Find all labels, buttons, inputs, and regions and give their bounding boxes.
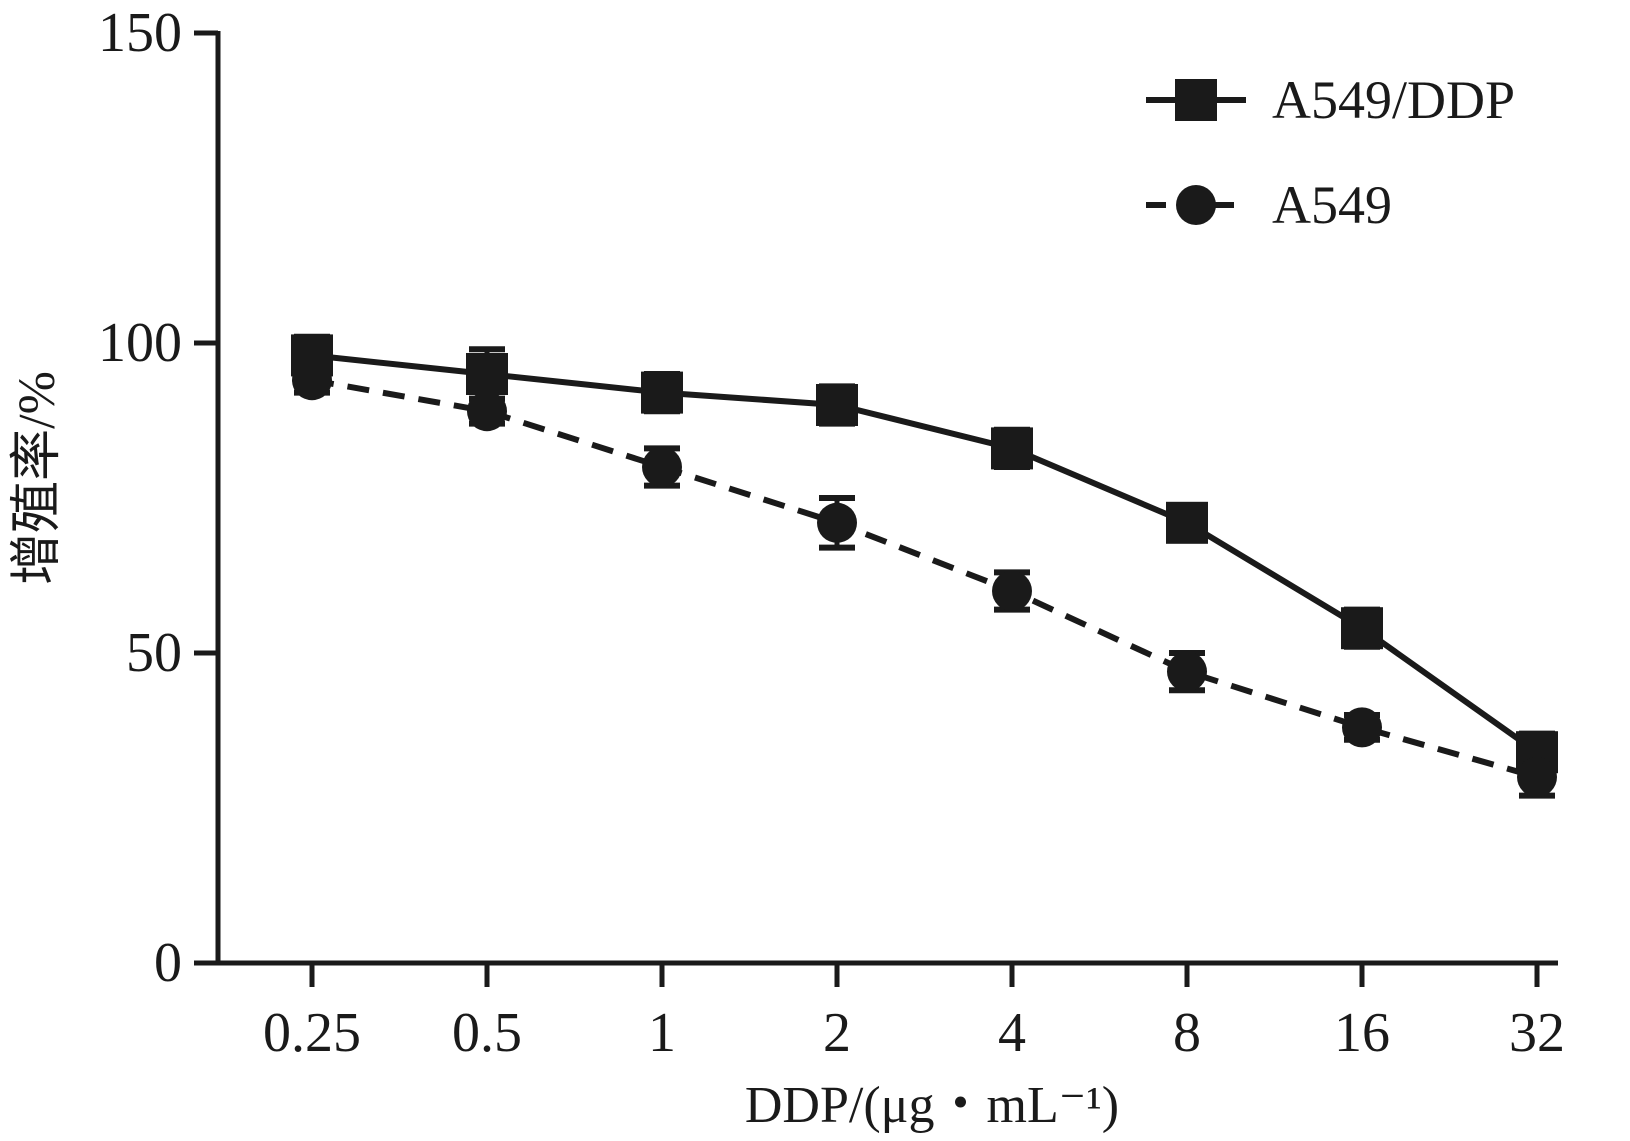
data-point xyxy=(1342,707,1382,748)
data-point xyxy=(991,427,1033,470)
data-point xyxy=(1166,501,1208,544)
series-1 xyxy=(291,333,1558,774)
series-2 xyxy=(292,360,1557,799)
y-tick-label: 50 xyxy=(126,622,182,684)
x-tick-label: 4 xyxy=(998,1002,1026,1064)
x-tick-label: 8 xyxy=(1173,1002,1201,1064)
y-tick-label: 100 xyxy=(98,312,182,374)
y-axis-title: 增殖率/% xyxy=(9,371,66,585)
data-point xyxy=(1167,651,1207,692)
legend-label: A549 xyxy=(1272,175,1392,235)
data-point xyxy=(467,391,507,432)
data-point xyxy=(816,384,858,426)
x-tick-label: 2 xyxy=(823,1002,851,1064)
data-point xyxy=(992,571,1032,611)
data-point xyxy=(641,371,683,414)
data-point xyxy=(817,502,857,543)
series-layer xyxy=(291,333,1558,799)
data-point xyxy=(1517,757,1557,797)
data-point xyxy=(292,360,332,401)
series-line xyxy=(311,352,1539,755)
legend-marker xyxy=(1176,185,1216,225)
data-point xyxy=(466,353,508,395)
data-point xyxy=(642,447,682,487)
x-axis-title: DDP/(μg・mL⁻¹) xyxy=(745,1077,1119,1134)
legend-item: A549 xyxy=(1146,175,1392,235)
legend-label: A549/DDP xyxy=(1272,70,1515,130)
x-tick-label: 0.5 xyxy=(452,1002,522,1064)
x-tick-label: 0.25 xyxy=(263,1002,361,1064)
legend: A549/DDP A549 xyxy=(1146,70,1515,235)
x-tick-label: 32 xyxy=(1509,1002,1565,1064)
y-tick-label: 0 xyxy=(154,932,182,994)
legend-marker xyxy=(1175,79,1217,121)
x-tick-label: 16 xyxy=(1334,1002,1390,1064)
data-point xyxy=(1341,607,1383,650)
x-tick-label: 1 xyxy=(648,1002,676,1064)
axes: 0 50 100 150 0.25 0.5 1 2 4 8 16 32 xyxy=(98,2,1565,1064)
y-tick-label: 150 xyxy=(98,2,182,64)
legend-item: A549/DDP xyxy=(1146,70,1515,130)
